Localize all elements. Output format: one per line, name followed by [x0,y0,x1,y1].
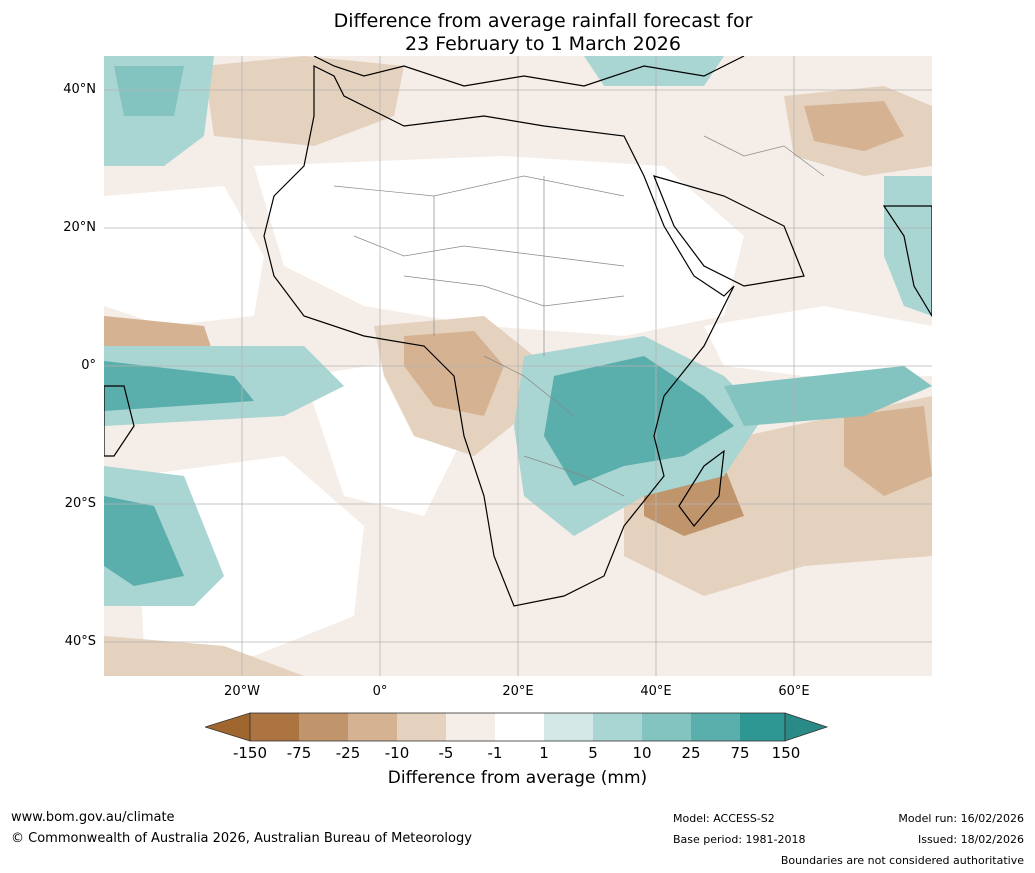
lon-label-0: 0° [372,684,388,699]
footer-model-run: Model run: 16/02/2026 [898,812,1024,825]
colorbar-bin-7 [544,713,593,741]
anomaly-neutral-atlantic [104,186,264,326]
footer-disclaimer: Boundaries are not considered authoritat… [780,854,1024,867]
anomaly-wet-south-atlantic-core [104,496,184,586]
colorbar-bin-8 [593,713,642,741]
anomaly-wet-arabian-sea [884,176,932,316]
colorbar-bin-10 [691,713,740,741]
tick-m150: -150 [232,744,268,762]
colorbar-svg [203,712,829,742]
anomaly-wet-southern [724,366,932,426]
tick-1: 1 [539,744,549,762]
south-america-coastline [104,385,135,457]
anomaly-wet-mediterranean [584,56,724,86]
footer-copyright: © Commonwealth of Australia 2026, Austra… [11,831,472,846]
title-line-1: Difference from average rainfall forecas… [333,10,753,32]
lat-label-40s: 40°S [64,634,96,649]
arabia-coastline [652,175,805,287]
tick-m5: -5 [438,744,454,762]
india-coastline [882,205,932,318]
anomaly-neutral-sahara [254,156,744,336]
anomaly-wet-atlantic-eq-core [104,361,254,411]
coastlines [104,56,932,607]
colorbar-bin-5 [446,713,495,741]
colorbar-bin-3 [348,713,397,741]
tick-m1: -1 [487,744,503,762]
colorbar-label: Difference from average (mm) [387,768,648,788]
europe-coastline [313,56,745,87]
anomaly-wet-east-africa-core [544,356,734,486]
map-svg [104,56,932,676]
tick-10: 10 [632,744,652,762]
colorbar-bin-11 [740,713,785,741]
lon-label-40e: 40°E [640,684,672,699]
tick-75: 75 [730,744,750,762]
colorbar [203,712,830,746]
tick-m75: -75 [286,744,312,762]
country-borders [333,135,825,497]
lon-label-20w: 20°W [224,684,260,699]
anomaly-neutral-indian [704,306,932,376]
anomaly-dry-middle-east-core [804,101,904,151]
tick-m10: -10 [384,744,410,762]
title-line-2: 23 February to 1 March 2026 [404,33,681,55]
colorbar-ticks: -150 -75 -25 -10 -5 -1 1 5 10 25 75 150 [0,744,1035,764]
footer-url: www.bom.gov.au/climate [11,810,175,825]
lat-label-20s: 20°S [64,496,96,511]
colorbar-extend-low [203,712,251,742]
lat-label-40n: 40°N [63,82,96,97]
colorbar-bin-2 [299,713,348,741]
tick-5: 5 [588,744,598,762]
footer-model: Model: ACCESS-S2 [673,812,775,825]
footer-base-period: Base period: 1981-2018 [673,833,806,846]
lat-label-20n: 20°N [63,220,96,235]
colorbar-bin-9 [642,713,691,741]
rainfall-map [104,56,932,676]
anomaly-dry-spain [204,56,404,146]
graticule [104,56,932,676]
madagascar-coastline [678,449,725,527]
colorbar-bin-1 [250,713,299,741]
anomaly-dry-congo-core [404,331,504,416]
anomaly-dry-indian-core [844,406,932,496]
tick-25: 25 [681,744,701,762]
colorbar-extend-high [784,712,829,742]
lon-label-60e: 60°E [778,684,810,699]
footer-issued: Issued: 18/02/2026 [917,833,1024,846]
map-title: Difference from average rainfall forecas… [0,10,1035,56]
africa-coastline [263,65,735,607]
anomaly-wet-northwest-core [114,66,184,116]
colorbar-bin-6 [495,713,544,741]
lat-label-0: 0° [81,358,96,373]
tick-m25: -25 [335,744,361,762]
lon-label-20e: 20°E [502,684,534,699]
anomaly-dry-southwest [104,636,304,676]
colorbar-bin-4 [397,713,446,741]
tick-150: 150 [771,744,801,762]
